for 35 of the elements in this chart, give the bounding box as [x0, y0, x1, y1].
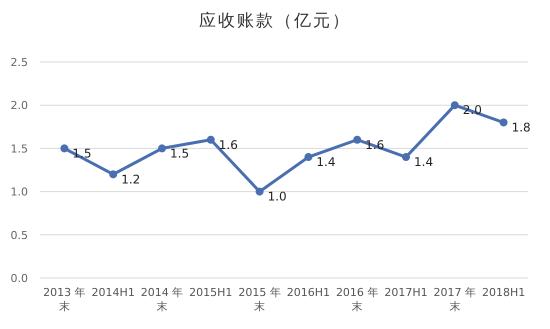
point [500, 118, 508, 126]
point [402, 153, 410, 162]
data-label: 1.4 [414, 155, 434, 170]
y-tick-label: 0.5 [10, 228, 28, 242]
y-tick-label: 1.5 [10, 142, 28, 156]
point [450, 101, 459, 110]
data-label: 1.2 [121, 172, 140, 186]
point [206, 136, 215, 144]
y-tick-label: 0.0 [10, 272, 28, 285]
y-tick-label: 2.5 [10, 56, 28, 69]
data-label: 1.0 [268, 190, 287, 204]
y-tick-label: 1.0 [10, 186, 28, 199]
x-tick-label: 2013 年末 [42, 286, 87, 314]
point [158, 144, 166, 152]
x-tick-label: 2017H1 [383, 286, 429, 300]
title: 应收账款（亿元） [199, 11, 351, 31]
x-tick-label: 2017 年末 [432, 286, 478, 314]
x-tick-label: 2016H1 [286, 286, 332, 300]
data-label: 1.8 [512, 120, 531, 134]
point [304, 153, 312, 162]
point [109, 170, 118, 178]
x-tick-label: 2016 年末 [334, 286, 380, 314]
x-tick-label: 2018H1 [480, 286, 526, 300]
data-label: 1.4 [316, 155, 336, 170]
x-tick-label: 2014H1 [90, 286, 136, 300]
x-tick-label: 2015 年末 [237, 286, 282, 314]
x-tick-label: 2014 年末 [140, 286, 184, 314]
data-label: 1.5 [170, 146, 190, 160]
x-tick-label: 2015H1 [188, 286, 234, 300]
data-label: 1.6 [218, 138, 238, 152]
point [60, 144, 68, 152]
point [353, 136, 362, 144]
data-label: 1.5 [72, 146, 92, 160]
y-tick-label: 2.0 [10, 99, 28, 112]
point [256, 188, 264, 196]
